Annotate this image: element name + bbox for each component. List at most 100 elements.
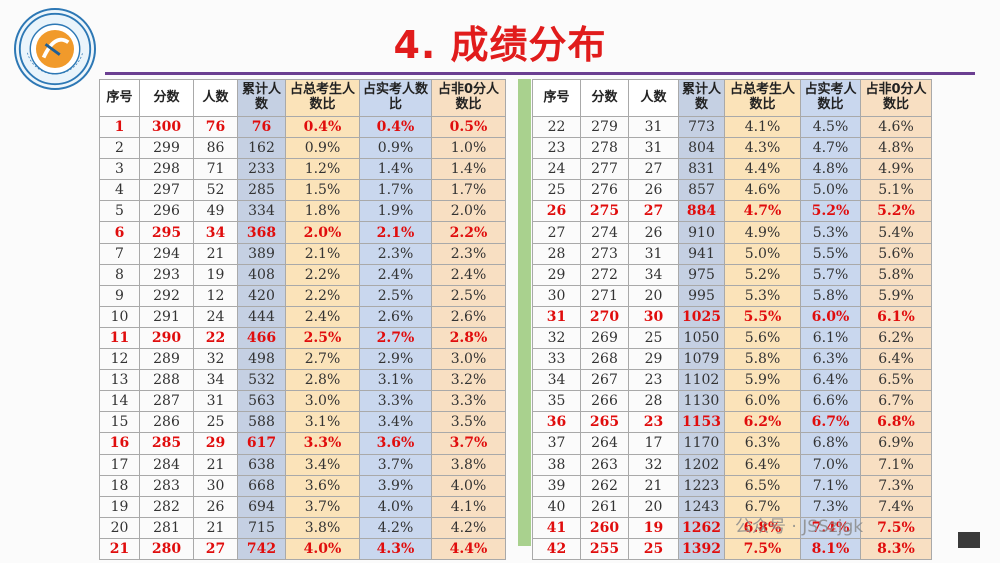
cell-no: 35 xyxy=(532,390,581,413)
cell-cum: 1392 xyxy=(678,537,725,560)
cell-p-actual: 3.7% xyxy=(359,453,432,476)
cell-count: 30 xyxy=(628,305,679,328)
cell-p-total: 3.6% xyxy=(285,474,360,497)
cell-count: 31 xyxy=(193,390,238,413)
cell-score: 268 xyxy=(580,348,629,371)
header-cell: 累计人数 xyxy=(237,79,286,117)
cell-p-actual: 4.5% xyxy=(800,115,861,139)
cell-cum: 715 xyxy=(237,516,286,539)
cell-p-total: 5.2% xyxy=(724,263,801,286)
cell-p-total: 3.1% xyxy=(285,411,360,434)
cell-count: 32 xyxy=(193,348,238,371)
cell-p-nonzero: 5.6% xyxy=(860,242,932,265)
cell-count: 27 xyxy=(193,537,238,560)
cell-score: 289 xyxy=(139,348,194,371)
cell-p-nonzero: 4.0% xyxy=(431,474,506,497)
table-row: 41 260 19 1262 6.8% 7.4% 7.5% xyxy=(532,516,932,539)
cell-cum: 1223 xyxy=(678,474,725,497)
cell-score: 294 xyxy=(139,242,194,265)
cell-p-total: 2.8% xyxy=(285,369,360,392)
cell-p-nonzero: 3.2% xyxy=(431,369,506,392)
cell-count: 17 xyxy=(628,432,679,455)
cell-score: 260 xyxy=(580,516,629,539)
cell-p-actual: 6.3% xyxy=(800,348,861,371)
cell-p-nonzero: 3.8% xyxy=(431,453,506,476)
table-body-left: 1 300 76 76 0.4% 0.4% 0.5% 2 299 86 162 0.9% 0.9% 1.0… xyxy=(99,115,506,560)
cell-p-nonzero: 8.3% xyxy=(860,537,932,560)
table-row: 12 289 32 498 2.7% 2.9% 3.0% xyxy=(99,348,506,371)
cell-p-total: 0.9% xyxy=(285,137,360,160)
cell-score: 274 xyxy=(580,221,629,244)
cell-cum: 285 xyxy=(237,179,286,202)
cell-p-nonzero: 5.1% xyxy=(860,179,932,202)
cell-p-total: 6.4% xyxy=(724,453,801,476)
cell-score: 276 xyxy=(580,179,629,202)
cell-score: 296 xyxy=(139,200,194,223)
cell-p-total: 2.2% xyxy=(285,263,360,286)
cell-p-total: 4.9% xyxy=(724,221,801,244)
cell-p-nonzero: 2.6% xyxy=(431,305,506,328)
cell-p-nonzero: 6.4% xyxy=(860,348,932,371)
cell-p-nonzero: 3.5% xyxy=(431,411,506,434)
cell-p-actual: 3.9% xyxy=(359,474,432,497)
cell-p-total: 5.5% xyxy=(724,305,801,328)
cell-count: 21 xyxy=(628,474,679,497)
cell-count: 23 xyxy=(628,369,679,392)
logo-emblem-icon xyxy=(18,12,92,86)
score-table-left: 序号 分数 人数 累计人数 占总考生人数比 占实考人数比 占非0分人数比 1 30… xyxy=(99,79,506,560)
cell-count: 49 xyxy=(193,200,238,223)
cell-p-actual: 5.7% xyxy=(800,263,861,286)
cell-count: 31 xyxy=(628,115,679,139)
cell-p-total: 6.8% xyxy=(724,516,801,539)
cell-p-nonzero: 1.0% xyxy=(431,137,506,160)
header-cell: 占实考人数比 xyxy=(359,79,432,117)
cell-p-total: 2.5% xyxy=(285,326,360,350)
cell-p-total: 6.3% xyxy=(724,432,801,455)
table-row: 23 278 31 804 4.3% 4.7% 4.8% xyxy=(532,137,932,160)
cell-cum: 368 xyxy=(237,221,286,244)
cell-no: 36 xyxy=(532,411,581,434)
cell-score: 285 xyxy=(139,432,194,455)
cell-no: 21 xyxy=(99,537,140,560)
header-row: 序号 分数 人数 累计人数 占总考生人数比 占实考人数比 占非0分人数比 xyxy=(532,79,932,117)
cell-cum: 1202 xyxy=(678,453,725,476)
cell-p-total: 6.5% xyxy=(724,474,801,497)
cell-no: 37 xyxy=(532,432,581,455)
cell-p-total: 1.5% xyxy=(285,179,360,202)
cell-p-actual: 5.5% xyxy=(800,242,861,265)
table-row: 9 292 12 420 2.2% 2.5% 2.5% xyxy=(99,284,506,307)
cell-no: 9 xyxy=(99,284,140,307)
cell-p-actual: 4.8% xyxy=(800,158,861,181)
cell-no: 28 xyxy=(532,242,581,265)
table-row: 14 287 31 563 3.0% 3.3% 3.3% xyxy=(99,390,506,413)
cell-p-total: 3.3% xyxy=(285,432,360,455)
cell-cum: 638 xyxy=(237,453,286,476)
cell-count: 27 xyxy=(628,200,679,223)
cell-p-nonzero: 6.2% xyxy=(860,326,932,350)
cell-p-actual: 2.9% xyxy=(359,348,432,371)
cell-cum: 389 xyxy=(237,242,286,265)
cell-count: 20 xyxy=(628,284,679,307)
table-row: 16 285 29 617 3.3% 3.6% 3.7% xyxy=(99,432,506,455)
cell-count: 34 xyxy=(193,369,238,392)
cell-count: 31 xyxy=(628,137,679,160)
cell-p-nonzero: 6.5% xyxy=(860,369,932,392)
cell-count: 29 xyxy=(628,348,679,371)
cell-score: 280 xyxy=(139,537,194,560)
cell-count: 20 xyxy=(628,495,679,518)
cell-cum: 975 xyxy=(678,263,725,286)
cell-p-nonzero: 3.7% xyxy=(431,432,506,455)
cell-p-nonzero: 6.1% xyxy=(860,305,932,328)
table-row: 11 290 22 466 2.5% 2.7% 2.8% xyxy=(99,326,506,350)
cell-cum: 1079 xyxy=(678,348,725,371)
cell-p-actual: 7.1% xyxy=(800,474,861,497)
cell-no: 14 xyxy=(99,390,140,413)
page-title: 4. 成绩分布 xyxy=(393,23,607,67)
cell-p-actual: 7.4% xyxy=(800,516,861,539)
header-cell: 分数 xyxy=(580,79,629,117)
table-row: 8 293 19 408 2.2% 2.4% 2.4% xyxy=(99,263,506,286)
table-row: 20 281 21 715 3.8% 4.2% 4.2% xyxy=(99,516,506,539)
cell-cum: 563 xyxy=(237,390,286,413)
table-row: 10 291 24 444 2.4% 2.6% 2.6% xyxy=(99,305,506,328)
cell-cum: 831 xyxy=(678,158,725,181)
